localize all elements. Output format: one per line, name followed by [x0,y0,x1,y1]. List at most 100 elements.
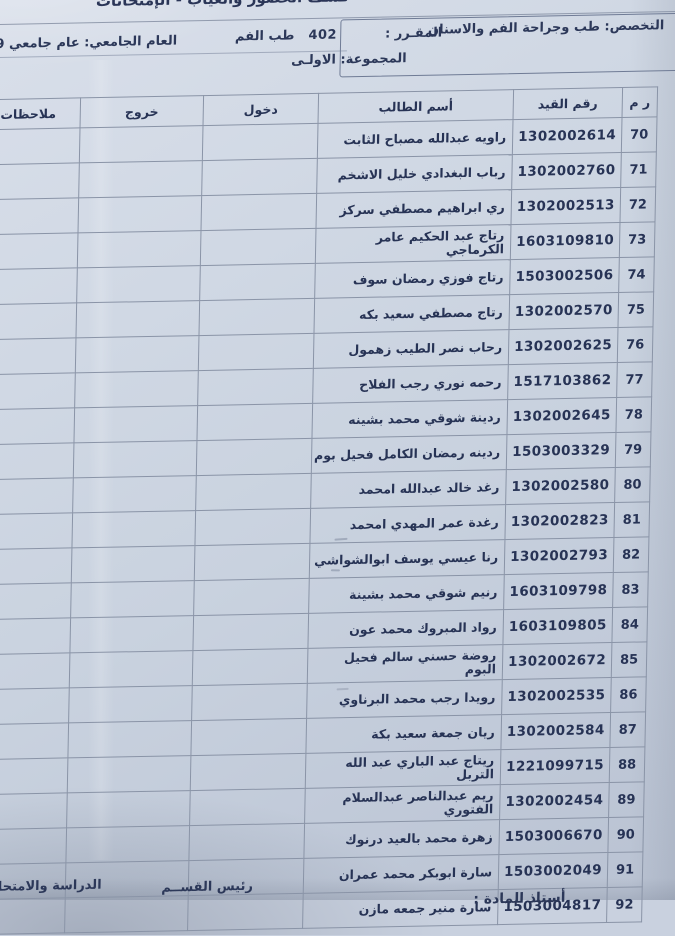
notes-cell [0,477,74,515]
entry-cell [192,613,309,651]
registration-id-cell: 1302002672 [502,642,612,680]
student-name-cell: رباب البغدادي خليل الاشخم [316,154,513,194]
entry-cell [194,543,310,581]
notes-cell [0,232,78,270]
academic-year-label: العام الجامعي: عام جامعي 2019-2020 [0,33,178,53]
student-name-cell: سارة منير جمعه مازن [302,889,499,929]
serial-cell: 73 [619,221,655,258]
serial-cell: 89 [608,781,645,818]
col-header-id: رقم القيد [513,87,623,120]
attendance-table-body: 70 1302002614 راويه عبدالله مصباح الثابت… [0,116,658,935]
notes-cell [0,162,80,200]
exit-cell [79,125,204,163]
registration-id-cell: 1603109798 [503,572,614,610]
exit-cell [73,405,198,443]
notes-cell [0,757,68,795]
student-name-cell: ريتاج عبد الباري عبد الله التربل [305,749,501,789]
entry-cell [194,508,311,546]
student-name-cell: روضة حسني سالم فحيل البوم [307,644,503,684]
serial-cell: 79 [615,431,651,468]
student-name-cell: ري ابراهيم مصطفي سركز [315,189,512,229]
entry-cell [198,333,314,371]
notes-cell [0,897,66,935]
registration-id-cell: 1302002793 [504,537,614,575]
paper-fold-streak [88,60,114,860]
notes-cell [0,547,72,585]
notes-cell [0,267,78,305]
paper-light-shade [0,0,260,70]
paper-right-vignette [629,0,675,900]
entry-cell [195,473,312,511]
student-name-cell: رتاج مصطفي سعيد بكه [313,294,510,334]
serial-cell: 82 [613,536,649,573]
student-name-cell: رحاب نصر الطيب زهمول [313,329,509,369]
study-exams-signature-label: الدراسة والامتحانات [0,877,102,896]
serial-cell: 84 [611,606,648,643]
student-name-cell: زهرة محمد بالعيد درنوك [303,819,500,859]
entry-cell [198,298,315,336]
registration-id-cell: 1517103862 [507,362,618,400]
registration-id-cell: 1302002625 [508,327,618,365]
serial-cell: 91 [607,851,643,888]
pencil-smudge [330,569,340,572]
registration-id-cell: 1302002454 [499,782,610,820]
exit-cell [75,335,199,373]
entry-cell [189,788,306,826]
exit-cell [68,685,193,723]
registration-id-cell: 1603109805 [502,607,613,645]
entry-cell [200,228,316,266]
notes-cell [0,407,75,445]
student-name-cell: ردينة شوقي محمد بشينه [311,399,508,439]
registration-id-cell: 1302002645 [506,397,617,435]
student-name-cell: سارة ابوبكر محمد عمران [303,854,499,894]
entry-cell [196,403,313,441]
student-name-cell: رنيم شوقي محمد بشينة [308,574,505,614]
student-name-cell: رنا عيسي يوسف ابوالشواشي [309,539,505,579]
exit-cell [67,755,191,793]
notes-cell [0,442,74,480]
serial-cell: 87 [609,711,646,748]
student-name-cell: رغد خالد عبدالله امحمد [310,469,507,509]
serial-cell: 88 [609,746,645,783]
student-name-cell: رويدا رجب محمد البرناوي [306,679,503,719]
exit-cell [72,475,197,513]
registration-id-cell: 1221099715 [500,747,610,785]
serial-cell: 74 [618,256,655,293]
serial-cell: 92 [606,886,643,923]
serial-cell: 76 [617,326,653,363]
registration-id-cell: 1302002823 [504,502,615,540]
registration-id-cell: 1503002049 [498,852,608,890]
col-header-notes: ملاحظات [0,97,81,130]
entry-cell [187,893,304,931]
exit-cell [77,230,201,268]
exit-cell [71,510,196,548]
serial-cell: 78 [615,396,652,433]
entry-cell [193,578,310,616]
notes-cell [0,722,69,760]
serial-cell: 80 [614,466,651,503]
registration-id-cell: 1302002570 [508,292,619,330]
notes-cell [0,337,76,375]
notes-cell [0,827,67,865]
student-name-cell: رتاج فوزي رمضان سوف [314,259,511,299]
col-header-name: أسم الطالب [318,89,514,124]
notes-cell [0,617,71,655]
entry-cell [190,718,307,756]
serial-cell: 90 [607,816,644,853]
department-head-signature-label: رئيس القســم [161,878,254,896]
course-label: المقـرر : [384,25,443,42]
notes-cell [0,372,76,410]
student-name-cell: ريان جمعة سعيد بكة [305,714,502,754]
group-label: المجموعة: الاولـى [291,51,407,69]
exit-cell [77,195,202,233]
exit-cell [70,580,195,618]
exit-cell [69,615,194,653]
notes-cell [0,512,73,550]
page-title: كشف الحضور والغياب - الإمتحانات [96,0,350,10]
exit-cell [69,650,193,688]
registration-id-cell: 1302002760 [511,152,622,190]
notes-cell [0,302,77,340]
serial-cell: 81 [613,501,650,538]
entry-cell [202,123,319,161]
serial-cell: 86 [610,676,647,713]
